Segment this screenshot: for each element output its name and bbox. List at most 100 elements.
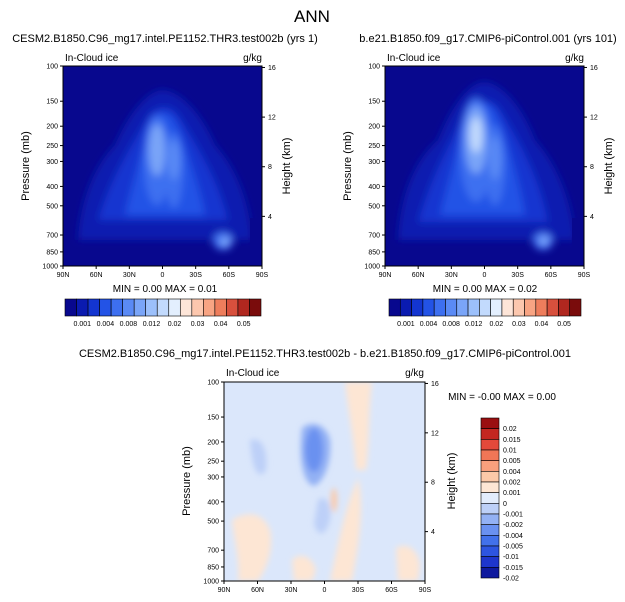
colorbar-swatch [445, 298, 458, 317]
panel-control-ytick-right-label: 4 [590, 214, 594, 221]
panel-control-ytick-label: 400 [368, 184, 380, 191]
colorbar-swatch [226, 298, 239, 317]
panel-test-xtick-label: 30S [189, 272, 202, 279]
panel-test-field [63, 66, 262, 266]
panel-control-subtitle: b.e21.B1850.f09_g17.CMIP6-piControl.001 … [359, 33, 616, 45]
colorbar-label: -0.002 [503, 522, 523, 529]
panel-test-xtick-label: 60N [90, 272, 103, 279]
colorbar-label: 0.001 [503, 490, 521, 497]
colorbar-swatch [480, 439, 500, 451]
panel-control-field-label: In-Cloud ice [387, 53, 441, 64]
panel-diff-xtick-label: 90N [218, 587, 231, 594]
panel-control-xtick-label: 0 [483, 272, 487, 279]
colorbar-swatch [433, 298, 446, 317]
colorbar-swatch [422, 298, 435, 317]
panel-diff-ytick-label: 200 [207, 439, 219, 446]
panel-control-ytick-right-label: 16 [590, 65, 598, 72]
panel-control-ytick-right-label: 8 [590, 164, 594, 171]
panel-test-minmax: MIN = 0.00 MAX = 0.01 [113, 284, 218, 295]
colorbar-label: 0.012 [143, 321, 161, 328]
panel-test-ytick-right-label: 4 [268, 214, 272, 221]
panel-test-ytick-right-label: 12 [268, 115, 276, 122]
colorbar-swatch [558, 298, 571, 317]
panel-diff-ytick-label: 1000 [203, 579, 219, 586]
panel-control-xtick-label: 60S [545, 272, 558, 279]
panel-diff-colorbar: 0.02 0.015 0.01 0.005 0.004 0.002 0.001 0 -0.001… [480, 417, 523, 583]
panel-diff-field-label: In-Cloud ice [226, 368, 280, 379]
panel-diff-ytick-right-label: 12 [431, 430, 439, 437]
panel-diff-ytick-label: 300 [207, 474, 219, 481]
panel-control-ytick-label: 500 [368, 203, 380, 210]
colorbar-label: 0.004 [97, 321, 115, 328]
colorbar-swatch [99, 298, 112, 317]
colorbar-label: 0.01 [503, 448, 517, 455]
colorbar-swatch [388, 298, 401, 317]
colorbar-swatch [133, 298, 147, 317]
panel-control-ylabel-right: Height (km) [603, 138, 615, 195]
colorbar-swatch [480, 471, 500, 483]
panel-diff-ytick-label: 700 [207, 548, 219, 555]
panel-control-ytick-label: 200 [368, 124, 380, 131]
panel-test-ylabel-right: Height (km) [281, 138, 293, 195]
panel-test-ytick-label: 700 [46, 233, 58, 240]
colorbar-swatch [480, 556, 500, 568]
colorbar-swatch [535, 298, 548, 317]
panel-test-ytick-label: 500 [46, 203, 58, 210]
colorbar-label: 0.004 [503, 469, 521, 476]
panel-control-xtick-label: 30S [511, 272, 524, 279]
colorbar-swatch [480, 492, 500, 504]
panel-diff-units: g/kg [405, 368, 424, 379]
colorbar-swatch [480, 524, 500, 536]
panel-test-units: g/kg [243, 53, 262, 64]
panel-diff-ytick-label: 150 [207, 415, 219, 422]
colorbar-swatch [145, 298, 158, 317]
panel-control-minmax: MIN = 0.00 MAX = 0.02 [433, 284, 538, 295]
panel-test-ylabel: Pressure (mb) [20, 131, 32, 201]
colorbar-swatch [480, 503, 500, 515]
panel-control-xtick-label: 90N [379, 272, 392, 279]
panel-control-ytick-label: 1000 [364, 264, 380, 271]
panel-test: CESM2.B1850.C96_mg17.intel.PE1152.THR3.t… [12, 33, 318, 328]
panel-diff-xtick-label: 30S [352, 587, 365, 594]
panel-diff-field [224, 382, 425, 581]
colorbar-swatch [87, 298, 100, 317]
colorbar-label: 0.001 [74, 321, 92, 328]
colorbar-label: 0.03 [191, 321, 205, 328]
panel-diff-ytick-right-label: 8 [431, 480, 435, 487]
colorbar-label: 0.008 [442, 321, 460, 328]
colorbar-label: -0.004 [503, 533, 523, 540]
colorbar-swatch [524, 298, 537, 317]
colorbar-swatch [168, 298, 181, 317]
colorbar-swatch [480, 535, 500, 547]
colorbar-swatch [203, 298, 216, 317]
colorbar-label: 0.02 [168, 321, 182, 328]
panel-control-ytick-label: 250 [368, 143, 380, 150]
colorbar-label: -0.02 [503, 576, 519, 583]
panel-test-colorbar: 0.001 0.004 0.008 0.012 0.02 0.03 0.04 0.05 [64, 298, 262, 328]
colorbar-swatch [249, 298, 262, 317]
panel-test-xtick-label: 90S [256, 272, 269, 279]
panel-control-colorbar: 0.001 0.004 0.008 0.012 0.02 0.03 0.04 0.05 [388, 298, 582, 328]
panel-control-xtick-label: 30N [445, 272, 458, 279]
colorbar-swatch [512, 298, 525, 317]
colorbar-label: 0.004 [420, 321, 438, 328]
panel-diff-xtick-label: 60N [251, 587, 264, 594]
colorbar-swatch [569, 298, 582, 317]
figure-title: ANN [294, 7, 330, 26]
colorbar-swatch [480, 428, 500, 440]
panel-test-ytick-label: 850 [46, 249, 58, 256]
panel-test-ytick-label: 300 [46, 159, 58, 166]
colorbar-label: 0.001 [397, 321, 415, 328]
panel-control-ytick-label: 300 [368, 159, 380, 166]
colorbar-swatch [480, 460, 500, 472]
colorbar-swatch [179, 298, 193, 317]
colorbar-swatch [122, 298, 135, 317]
colorbar-label: -0.01 [503, 554, 519, 561]
panel-test-ytick-label: 150 [46, 99, 58, 106]
colorbar-swatch [76, 298, 89, 317]
colorbar-swatch [110, 298, 123, 317]
panel-control-ytick-label: 850 [368, 249, 380, 256]
panel-diff-xtick-label: 30N [285, 587, 298, 594]
colorbar-swatch [456, 298, 469, 317]
